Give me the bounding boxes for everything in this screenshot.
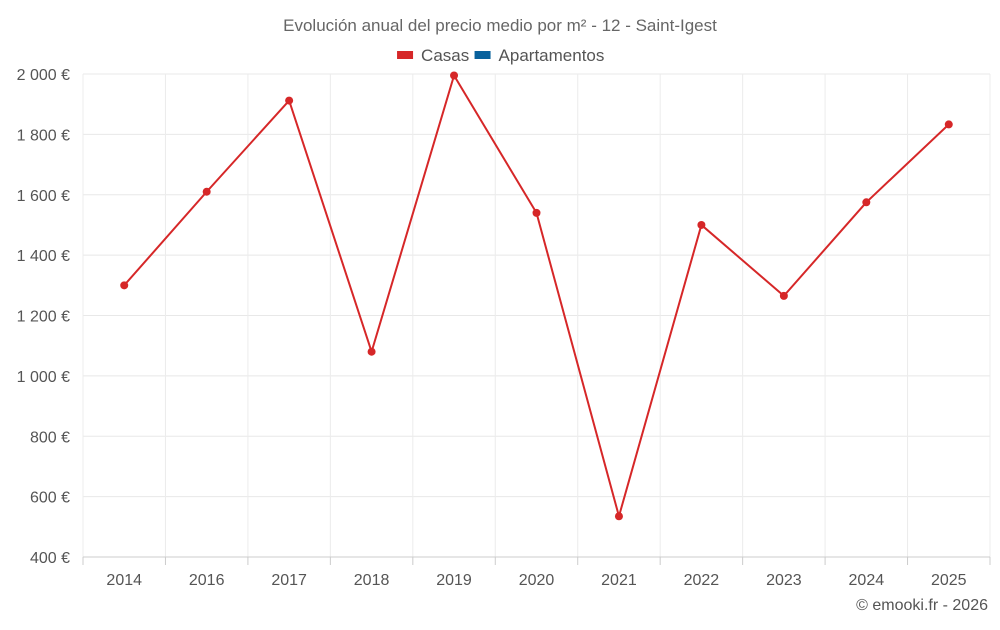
grid xyxy=(82,73,991,558)
x-tick-label: 2024 xyxy=(849,572,885,589)
y-tick-label: 600 € xyxy=(30,490,70,507)
x-tick-label: 2025 xyxy=(931,572,967,589)
credit-text: © emooki.fr - 2026 xyxy=(856,597,988,614)
x-tick-label: 2020 xyxy=(519,572,555,589)
x-tick-label: 2017 xyxy=(271,572,307,589)
legend-label-casas: Casas xyxy=(421,46,469,65)
y-tick-label: 400 € xyxy=(30,550,70,567)
y-tick-label: 2 000 € xyxy=(17,67,70,84)
data-point xyxy=(614,512,623,521)
series xyxy=(120,71,953,521)
legend-label-apartamentos: Apartamentos xyxy=(499,46,605,65)
x-tick-label: 2021 xyxy=(601,572,637,589)
data-point xyxy=(285,96,294,105)
y-tick-label: 1 400 € xyxy=(17,248,70,265)
legend-swatch-casas xyxy=(397,51,414,59)
axes: 400 € 600 € 800 € 1 000 € 1 200 € 1 400 € 1 60… xyxy=(17,67,991,589)
y-tick-label: 1 200 € xyxy=(17,309,70,326)
data-point xyxy=(944,120,953,129)
data-point xyxy=(202,187,211,196)
legend: Casas Apartamentos xyxy=(397,46,604,65)
x-tick-label: 2016 xyxy=(189,572,225,589)
y-tick-label: 1 600 € xyxy=(17,188,70,205)
data-point xyxy=(367,347,376,356)
x-tick-label: 2014 xyxy=(106,572,142,589)
x-tick-label: 2018 xyxy=(354,572,390,589)
x-tick-label: 2019 xyxy=(436,572,472,589)
chart-title: Evolución anual del precio medio por m² … xyxy=(283,16,717,35)
data-point xyxy=(862,198,871,207)
data-point xyxy=(450,71,459,80)
data-point xyxy=(120,281,129,290)
y-tick-label: 1 800 € xyxy=(17,127,70,144)
data-point xyxy=(532,208,541,217)
legend-swatch-apartamentos xyxy=(474,51,491,59)
data-point xyxy=(697,220,706,229)
x-tick-label: 2023 xyxy=(766,572,802,589)
x-tick-label: 2022 xyxy=(684,572,720,589)
data-point xyxy=(779,291,788,300)
y-tick-label: 800 € xyxy=(30,429,70,446)
y-tick-label: 1 000 € xyxy=(17,369,70,386)
